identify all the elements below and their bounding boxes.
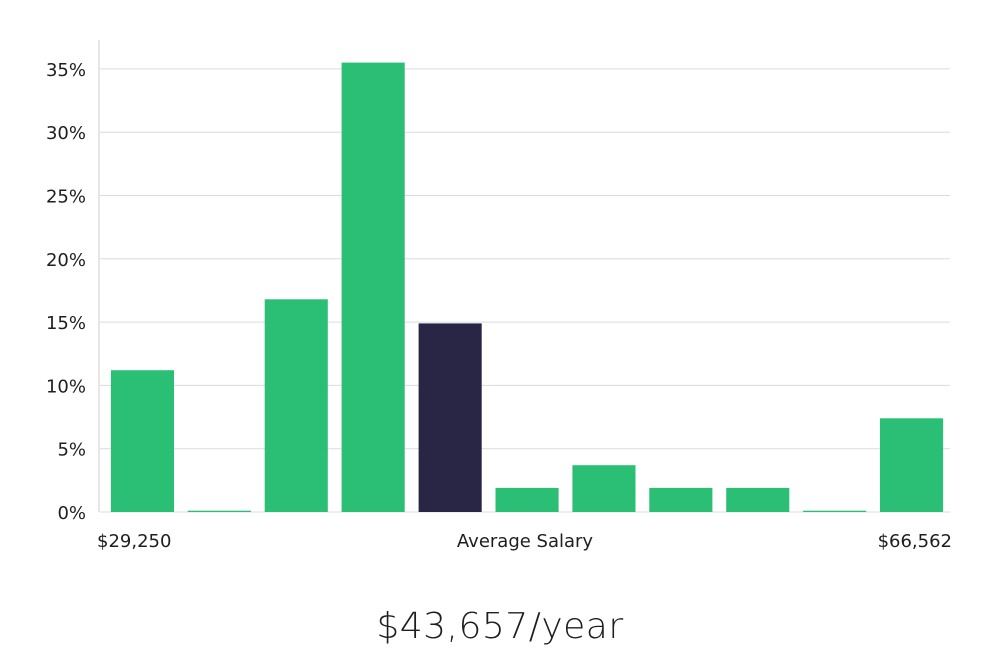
y-tick-label: 5%: [57, 440, 86, 461]
salary-histogram: 0% 5% 10% 15% 20% 25% 30% 35% $29,250 Average S…: [46, 40, 952, 552]
grid-lines: [100, 68, 950, 513]
salary-bar: [495, 487, 559, 512]
salary-bar: [649, 487, 713, 512]
x-axis-labels: $29,250 Average Salary $66,562: [97, 531, 952, 552]
salary-histogram-svg: 0% 5% 10% 15% 20% 25% 30% 35% $29,250 Average S…: [46, 40, 952, 552]
y-tick-label: 25%: [46, 187, 86, 208]
y-tick-label: 30%: [46, 123, 86, 144]
salary-bar: [880, 418, 944, 512]
y-tick-label: 15%: [46, 313, 86, 334]
y-tick-label: 0%: [57, 503, 86, 524]
salary-bar: [264, 299, 328, 512]
salary-bar: [572, 465, 636, 512]
x-min-label: $29,250: [97, 531, 171, 552]
salary-bar: [726, 487, 790, 512]
salary-bar: [341, 62, 405, 512]
x-max-label: $66,562: [878, 531, 952, 552]
y-tick-label: 35%: [46, 60, 86, 81]
y-tick-label: 20%: [46, 250, 86, 271]
y-tick-label: 10%: [46, 376, 86, 397]
average-salary-headline: $43,657/year: [376, 606, 624, 647]
salary-bar: [110, 370, 174, 512]
y-tick-labels: 0% 5% 10% 15% 20% 25% 30% 35%: [46, 60, 86, 524]
x-center-label: Average Salary: [457, 531, 594, 552]
salary-bar: [803, 510, 867, 512]
salary-bar: [187, 510, 251, 512]
bars: [110, 62, 944, 512]
average-salary-bar: [418, 323, 482, 512]
